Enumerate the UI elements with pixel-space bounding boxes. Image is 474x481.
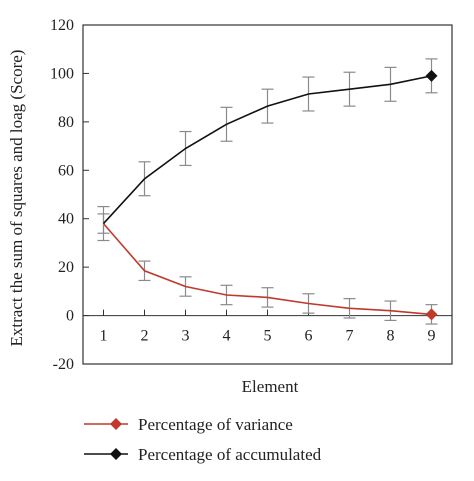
x-tick-label: 3 — [182, 328, 190, 345]
x-tick-label: 7 — [346, 328, 354, 345]
x-tick-label: 6 — [305, 328, 313, 345]
y-tick-label: 40 — [58, 211, 74, 228]
x-tick-label: 4 — [223, 328, 231, 345]
y-tick-label: 0 — [66, 308, 74, 325]
x-tick-label: 8 — [387, 328, 395, 345]
legend-label: Percentage of variance — [138, 415, 293, 434]
x-tick-label: 9 — [428, 328, 436, 345]
y-tick-label: 120 — [50, 17, 74, 34]
x-tick-label: 5 — [264, 328, 272, 345]
x-axis-label: Element — [242, 377, 299, 396]
series-line — [102, 223, 432, 316]
series-2 — [97, 58, 438, 242]
data-point-marker — [425, 308, 438, 321]
legend-label: Percentage of accumulated — [138, 445, 322, 464]
plot-frame — [82, 24, 453, 365]
series-line — [102, 75, 432, 225]
y-tick-label: 60 — [58, 162, 74, 179]
y-axis-label: Extract the sum of squares and loag (Sco… — [7, 50, 26, 347]
x-tick-label: 2 — [141, 328, 149, 345]
plot-area: -20 0 20 40 60 80 100 120 1 2 3 4 5 6 7 8 9 — [50, 17, 453, 373]
x-tick-label: 1 — [100, 328, 108, 345]
legend-marker — [110, 418, 122, 430]
legend-marker — [110, 448, 122, 460]
y-tick-label: -20 — [53, 356, 74, 373]
y-tick-label: 100 — [50, 65, 74, 82]
y-tick-label: 20 — [58, 259, 74, 276]
data-point-marker — [425, 69, 438, 82]
legend: Percentage of variance Percentage of accu… — [84, 415, 322, 464]
series-1 — [97, 213, 438, 325]
y-tick-label: 80 — [58, 114, 74, 131]
